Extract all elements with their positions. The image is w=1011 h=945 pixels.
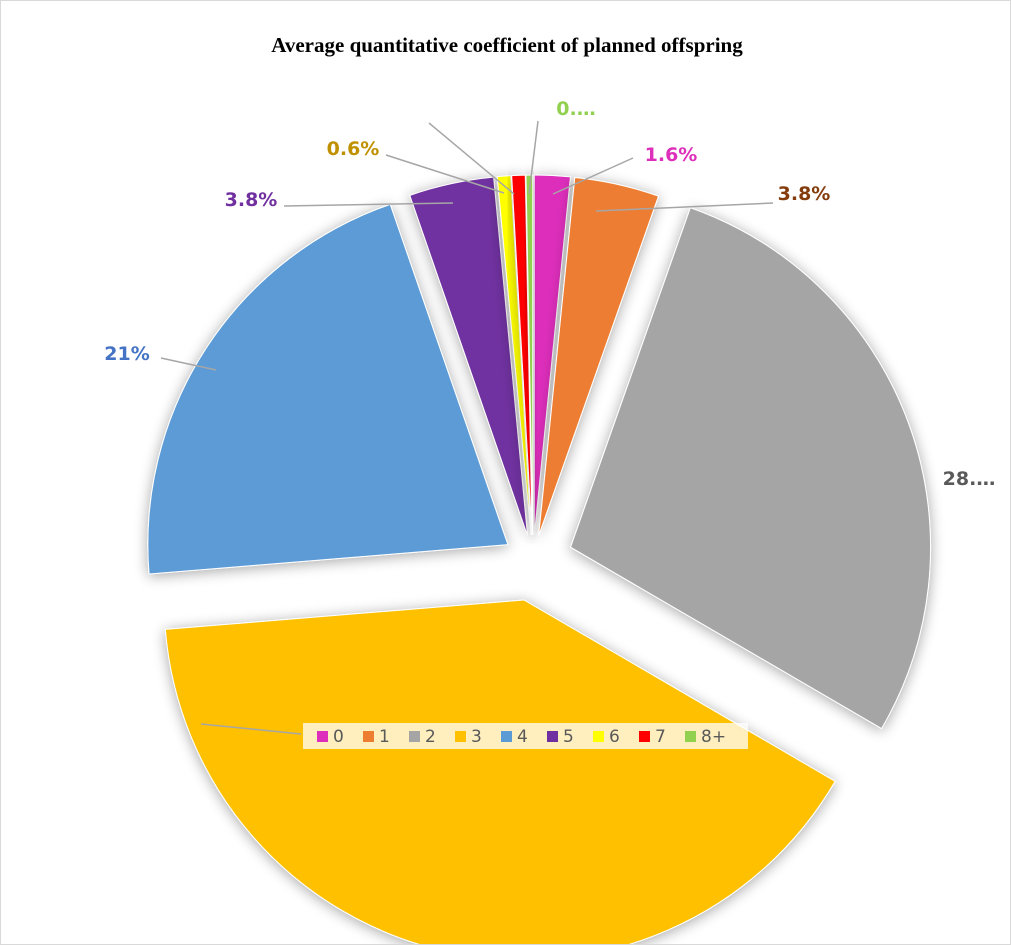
data-label-4: 21% [104,343,149,365]
legend-swatch-1 [363,731,374,742]
pie-slice-4 [147,203,509,575]
leader-line-5 [283,202,454,207]
legend-swatch-6 [593,731,604,742]
legend: 0 1 2 3 4 5 6 7 8+ [303,723,748,749]
pie-slice-7 [511,174,533,536]
legend-swatch-8plus [685,731,696,742]
leader-lines [160,120,774,735]
chart-title: Average quantitative coefficient of plan… [271,33,743,57]
pie-slice-3 [164,599,836,944]
data-label-1: 3.8% [778,183,831,205]
data-label-8plus: 0.… [556,98,595,120]
leader-line-4 [160,357,217,371]
leader-line-3 [200,723,302,735]
leader-line-7 [428,122,515,195]
legend-swatch-4 [501,731,512,742]
legend-swatch-5 [547,731,558,742]
legend-label-8plus: 8+ [701,727,726,747]
legend-label-0: 0 [333,727,344,747]
legend-label-6: 6 [609,727,620,747]
pie-slice-1 [538,176,660,536]
data-label-0: 1.6% [645,144,698,166]
pie-slice-0 [533,174,571,536]
data-label-5: 3.8% [225,189,278,211]
pie-slice-6 [496,175,532,536]
pie-slice-8plus [525,174,534,536]
pie-slices [147,174,932,944]
legend-background [303,723,748,749]
legend-label-3: 3 [471,727,482,747]
legend-label-7: 7 [655,727,666,747]
data-label-6: 0.6% [327,138,380,160]
legend-swatch-3 [455,731,466,742]
pie-slice-2 [569,207,932,730]
legend-label-5: 5 [563,727,574,747]
data-labels: 1.6% 3.8% 28.… 21% 3.8% 0.6% 0.… [104,98,995,490]
leader-line-8plus [528,120,539,195]
legend-swatch-2 [409,731,420,742]
legend-label-2: 2 [425,727,436,747]
leader-line-6 [385,154,505,194]
legend-swatch-0 [317,731,328,742]
legend-label-1: 1 [379,727,390,747]
leader-line-0 [552,157,634,195]
legend-swatch-7 [639,731,650,742]
legend-label-4: 4 [517,727,528,747]
data-label-2: 28.… [943,468,996,490]
leader-line-1 [595,202,774,212]
